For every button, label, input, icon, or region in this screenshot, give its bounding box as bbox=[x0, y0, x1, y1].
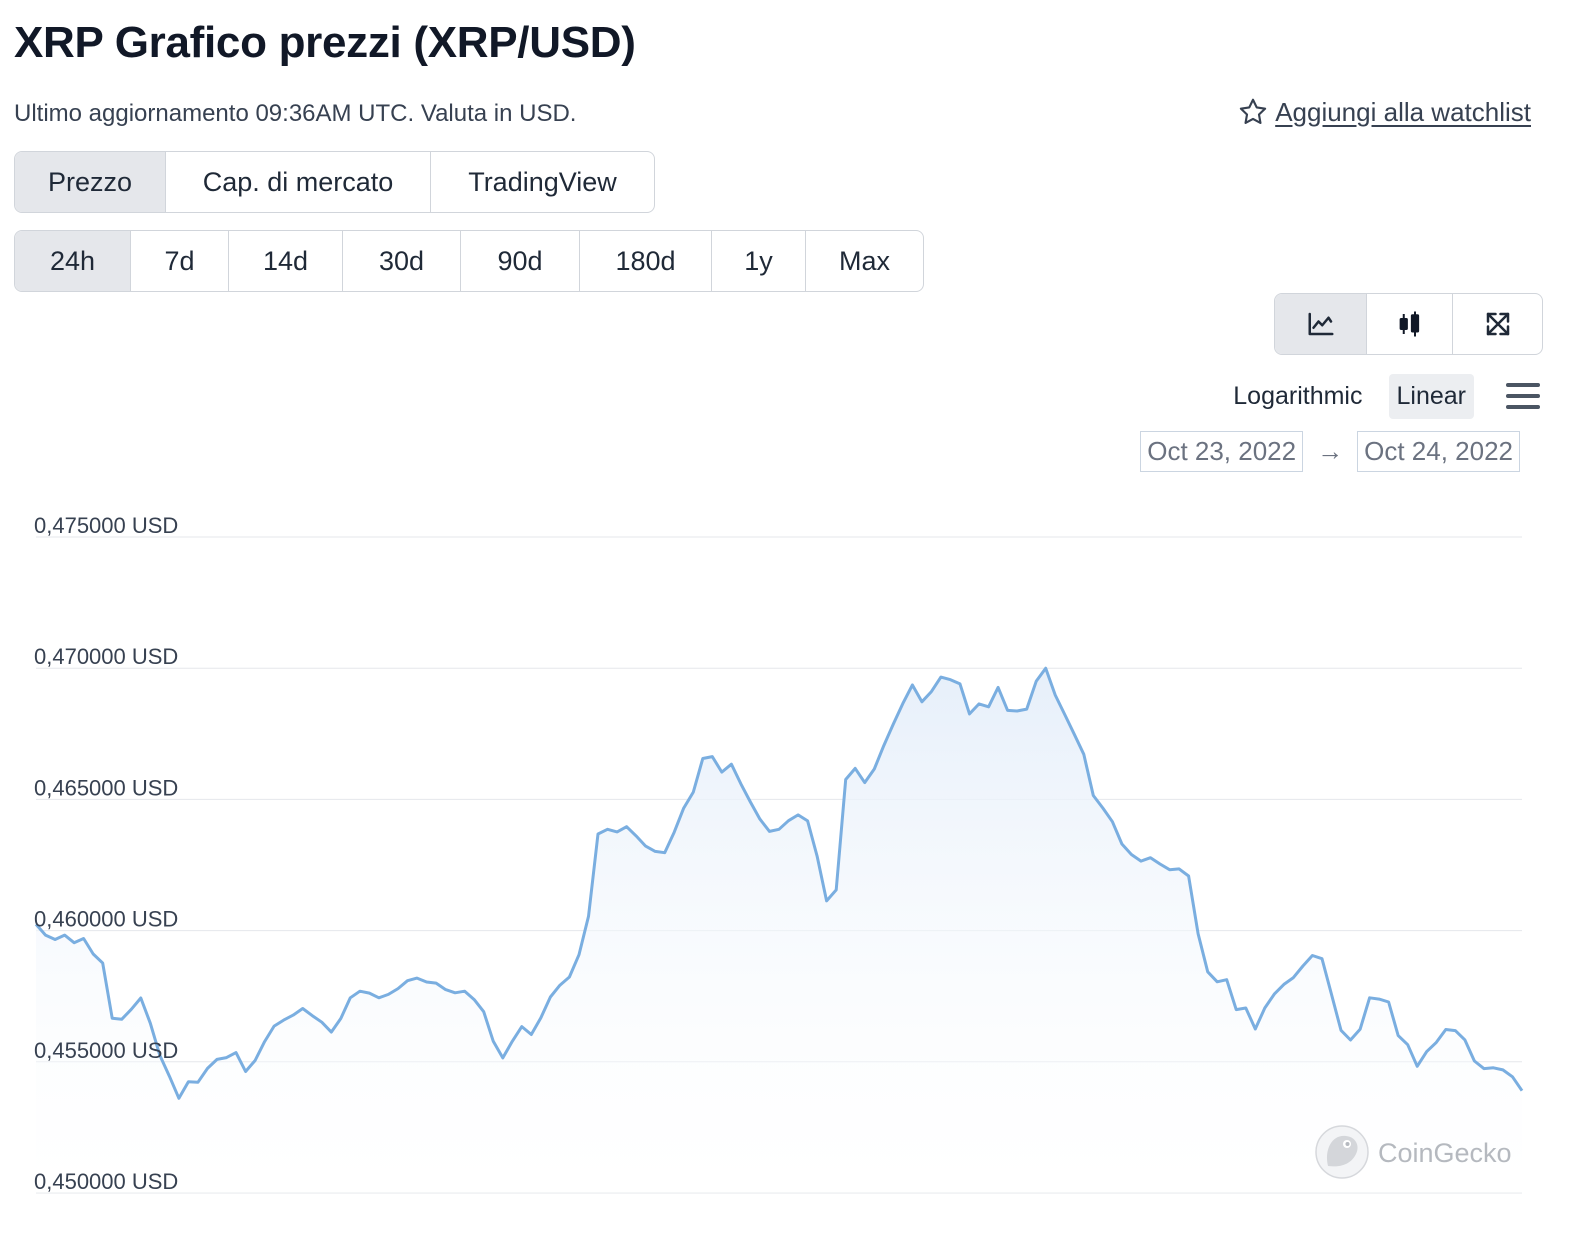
expand-icon bbox=[1486, 312, 1509, 336]
range-7d[interactable]: 7d bbox=[131, 231, 229, 291]
range-24h[interactable]: 24h bbox=[15, 231, 131, 291]
date-to-input[interactable]: Oct 24, 2022 bbox=[1357, 431, 1520, 472]
range-max[interactable]: Max bbox=[838, 245, 890, 276]
fullscreen-button[interactable] bbox=[1453, 294, 1542, 354]
price-area bbox=[36, 668, 1522, 1193]
coingecko-watermark: CoinGecko bbox=[1315, 1125, 1512, 1179]
add-to-watchlist-link[interactable]: Aggiungi alla watchlist bbox=[1237, 96, 1531, 128]
star-icon bbox=[1239, 98, 1267, 124]
scale-logarithmic[interactable]: Logarithmic bbox=[1233, 382, 1363, 410]
range-30d[interactable]: 30d bbox=[343, 231, 461, 291]
line-chart-button[interactable] bbox=[1275, 294, 1367, 354]
y-tick-label: 0,475000 USD bbox=[34, 513, 178, 538]
tab-market-cap[interactable]: Cap. di mercato bbox=[166, 152, 431, 212]
tab-prezzo[interactable]: Prezzo bbox=[15, 152, 166, 212]
range-180d[interactable]: 180d bbox=[580, 231, 712, 291]
chart-view-buttons bbox=[1274, 293, 1543, 355]
watchlist-label: Aggiungi alla watchlist bbox=[1275, 96, 1531, 127]
date-arrow: → bbox=[1317, 436, 1344, 466]
range-1y[interactable]: 1y bbox=[712, 231, 806, 291]
candlestick-icon bbox=[1399, 311, 1419, 337]
candlestick-button[interactable] bbox=[1367, 294, 1453, 354]
y-axis-labels: 0,475000 USD 0,470000 USD 0,465000 USD 0,46… bbox=[34, 513, 178, 1194]
y-tick-label: 0,460000 USD bbox=[34, 907, 178, 932]
range-90d[interactable]: 90d bbox=[461, 231, 580, 291]
y-tick-label: 0,455000 USD bbox=[34, 1038, 178, 1063]
date-range-picker: Oct 23, 2022 → Oct 24, 2022 bbox=[1140, 431, 1520, 472]
series-area bbox=[36, 668, 1522, 1193]
scale-linear[interactable]: Linear bbox=[1388, 374, 1474, 419]
tab-tradingview[interactable]: TradingView bbox=[468, 166, 617, 197]
y-tick-label: 0,450000 USD bbox=[34, 1169, 178, 1194]
price-chart: 0,475000 USD 0,470000 USD 0,465000 USD 0,46… bbox=[0, 500, 1584, 1252]
chart-type-tabs: Prezzo Cap. di mercato TradingView bbox=[14, 151, 655, 213]
last-updated-text: Ultimo aggiornamento 09:36AM UTC. Valuta… bbox=[14, 100, 577, 127]
price-chart-svg: 0,475000 USD 0,470000 USD 0,465000 USD 0,46… bbox=[34, 513, 1524, 1194]
y-tick-label: 0,465000 USD bbox=[34, 775, 178, 800]
page-title: XRP Grafico prezzi (XRP/USD) bbox=[14, 18, 636, 67]
series-line bbox=[34, 666, 1524, 1100]
range-14d[interactable]: 14d bbox=[229, 231, 343, 291]
line-chart-icon bbox=[1308, 312, 1333, 336]
scale-toggle: Logarithmic Linear bbox=[1225, 374, 1474, 419]
watermark-text: CoinGecko bbox=[1378, 1138, 1512, 1168]
y-tick-label: 0,470000 USD bbox=[34, 644, 178, 669]
time-range-tabs: 24h 7d 14d 30d 90d 180d 1y Max bbox=[14, 230, 924, 292]
price-line bbox=[34, 666, 1524, 1100]
date-from-input[interactable]: Oct 23, 2022 bbox=[1140, 431, 1304, 472]
hamburger-menu-icon[interactable] bbox=[1506, 381, 1540, 411]
